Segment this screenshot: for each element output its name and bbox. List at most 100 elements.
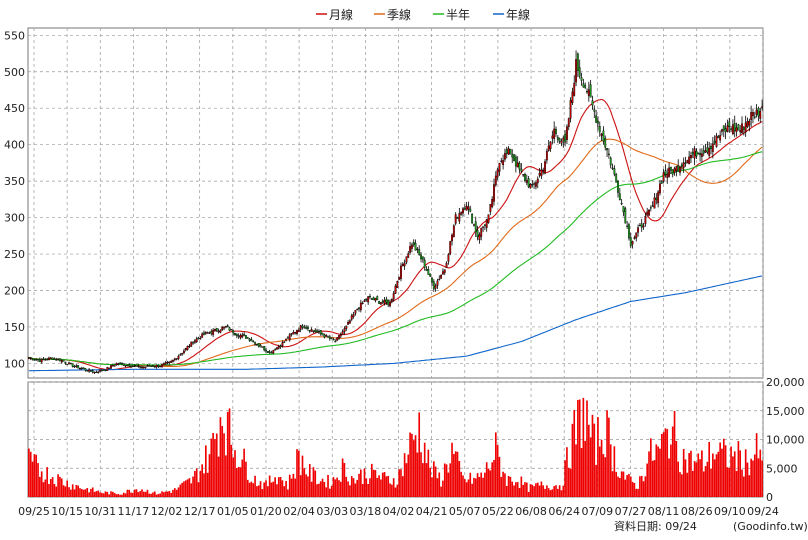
candle-body — [237, 335, 240, 337]
volume-bar — [303, 468, 306, 497]
volume-bar — [360, 469, 362, 497]
candle-body — [201, 333, 204, 338]
volume-bar — [172, 489, 174, 497]
candle-body — [500, 160, 503, 162]
volume-bar — [44, 479, 47, 497]
volume-bar — [588, 424, 590, 497]
volume-bar — [646, 463, 649, 497]
candle-body — [620, 203, 623, 205]
candle-body — [511, 154, 514, 158]
volume-bar — [117, 494, 120, 497]
candle-body — [257, 343, 260, 347]
volume-bar — [460, 471, 462, 497]
candle-body — [193, 340, 196, 343]
candle-body — [312, 330, 315, 332]
candle-body — [753, 116, 756, 118]
volume-bar — [684, 459, 687, 497]
volume-bar — [719, 442, 721, 497]
candle-body — [159, 365, 162, 368]
candle-body — [715, 135, 718, 147]
candle-body — [71, 363, 74, 367]
candle-body — [223, 326, 225, 329]
candle-body — [704, 150, 707, 153]
volume-bar — [660, 434, 663, 497]
volume-bar — [739, 450, 742, 497]
price-tick-label: 400 — [4, 139, 25, 152]
price-tick-label: 550 — [4, 29, 25, 42]
volume-bar — [347, 481, 349, 497]
candle-body — [462, 208, 464, 214]
candle-body — [255, 343, 258, 346]
volume-bar — [192, 476, 194, 497]
candle-body — [166, 361, 169, 364]
candle-body — [91, 370, 94, 373]
candle-body — [328, 336, 331, 339]
volume-bar — [662, 432, 665, 497]
volume-bar — [445, 464, 448, 497]
volume-bar — [538, 485, 541, 497]
candle-body — [336, 337, 339, 341]
candle-body — [755, 109, 758, 115]
candle-body — [478, 234, 481, 240]
candle-body — [418, 249, 421, 255]
candle-body — [542, 169, 545, 172]
volume-bar — [259, 481, 262, 497]
volume-bar — [281, 480, 284, 497]
volume-bar — [496, 445, 499, 497]
candle-body — [144, 366, 147, 368]
candle-body — [414, 243, 417, 251]
candle-body — [217, 330, 220, 333]
candle-body — [259, 344, 262, 348]
volume-bar — [564, 460, 566, 497]
candle-body — [162, 363, 165, 366]
candle-body — [254, 342, 256, 345]
volume-bar — [338, 480, 340, 497]
volume-bar — [648, 451, 650, 497]
candle-body — [60, 360, 63, 363]
candle-body — [115, 362, 118, 366]
volume-bar — [277, 477, 280, 497]
volume-bar — [451, 442, 453, 497]
x-axis: 09/25 10/15 10/31 11/17 12/02 12/17 01/05 01/20… — [18, 505, 779, 518]
candle-body — [46, 358, 49, 360]
price-tick-label: 200 — [4, 285, 25, 298]
volume-bar — [611, 471, 614, 497]
candle-body — [38, 359, 41, 362]
volume-bar — [635, 488, 638, 497]
candle-body — [29, 357, 32, 359]
candle-body — [702, 150, 705, 154]
volume-bar — [334, 479, 337, 497]
candle-body — [617, 181, 619, 193]
volume-bar — [181, 482, 183, 497]
candle-body — [598, 126, 601, 133]
candle-body — [111, 365, 114, 367]
volume-bar — [80, 489, 83, 497]
volume-bar — [608, 417, 610, 497]
volume-bar — [494, 432, 497, 497]
candle-body — [545, 150, 548, 161]
candle-body — [390, 299, 393, 302]
volume-bar — [68, 487, 70, 497]
candle-body — [655, 197, 658, 200]
source-link[interactable]: (Goodinfo.tw) — [733, 520, 808, 533]
volume-bar — [170, 492, 172, 497]
candle-body — [520, 168, 523, 172]
volume-bar — [139, 491, 141, 497]
candle-body — [631, 241, 634, 245]
candle-body — [750, 112, 753, 120]
volume-bar — [363, 468, 366, 497]
volume-bar — [617, 476, 619, 497]
candle-body — [35, 358, 38, 361]
volume-bar — [79, 488, 81, 497]
volume-bar — [367, 483, 369, 497]
candle-body — [124, 365, 127, 367]
volume-bar — [256, 486, 258, 497]
volume-bar — [391, 484, 393, 497]
volume-bar — [442, 480, 444, 497]
volume-bar — [505, 485, 508, 497]
candle-body — [651, 205, 654, 207]
volume-bar — [673, 410, 676, 497]
candle-body — [458, 213, 461, 222]
volume-bar — [553, 486, 555, 497]
